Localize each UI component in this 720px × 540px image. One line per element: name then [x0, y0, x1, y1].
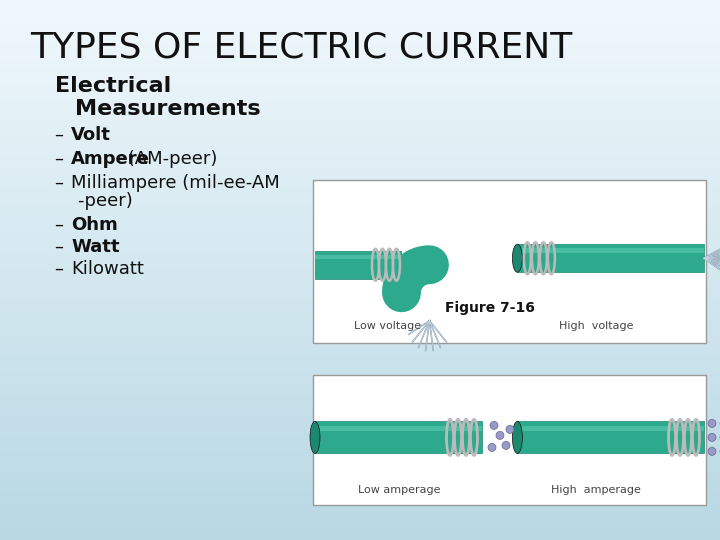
- Text: Low voltage: Low voltage: [354, 321, 421, 331]
- Circle shape: [708, 434, 716, 441]
- Ellipse shape: [513, 244, 523, 272]
- Circle shape: [502, 441, 510, 449]
- Text: High  voltage: High voltage: [559, 321, 633, 331]
- Text: –: –: [55, 216, 70, 234]
- Text: Ampere: Ampere: [71, 150, 150, 168]
- Ellipse shape: [310, 421, 320, 454]
- Circle shape: [506, 426, 514, 434]
- Text: –: –: [55, 260, 70, 278]
- Text: Measurements: Measurements: [75, 99, 261, 119]
- Text: TYPES OF ELECTRIC CURRENT: TYPES OF ELECTRIC CURRENT: [30, 30, 572, 64]
- Circle shape: [708, 420, 716, 427]
- Text: –: –: [55, 126, 70, 144]
- Bar: [315, 251, 402, 279]
- Text: Volt: Volt: [71, 126, 111, 144]
- Text: Ohm: Ohm: [71, 216, 118, 234]
- Bar: [315, 421, 482, 454]
- Circle shape: [488, 443, 496, 451]
- Bar: [518, 244, 704, 272]
- Text: (AM-peer): (AM-peer): [122, 150, 217, 168]
- Text: Low amperage: Low amperage: [359, 485, 441, 495]
- Text: –: –: [55, 150, 70, 168]
- Text: Kilowatt: Kilowatt: [71, 260, 144, 278]
- Text: Figure 7-16: Figure 7-16: [445, 301, 535, 315]
- Bar: [518, 426, 704, 431]
- Text: -peer): -peer): [55, 192, 132, 210]
- Circle shape: [496, 431, 504, 440]
- Text: High  amperage: High amperage: [551, 485, 641, 495]
- FancyBboxPatch shape: [313, 180, 706, 343]
- Text: Watt: Watt: [71, 238, 120, 256]
- Circle shape: [708, 448, 716, 455]
- Text: Electrical: Electrical: [55, 76, 171, 96]
- Bar: [518, 248, 704, 253]
- FancyBboxPatch shape: [313, 375, 706, 505]
- Circle shape: [490, 421, 498, 429]
- Ellipse shape: [513, 421, 523, 454]
- Text: –: –: [55, 174, 70, 192]
- Bar: [315, 255, 402, 259]
- Bar: [315, 426, 482, 431]
- Text: –: –: [55, 238, 70, 256]
- Bar: [518, 421, 704, 454]
- Text: Milliampere (mil-ee-AM: Milliampere (mil-ee-AM: [71, 174, 280, 192]
